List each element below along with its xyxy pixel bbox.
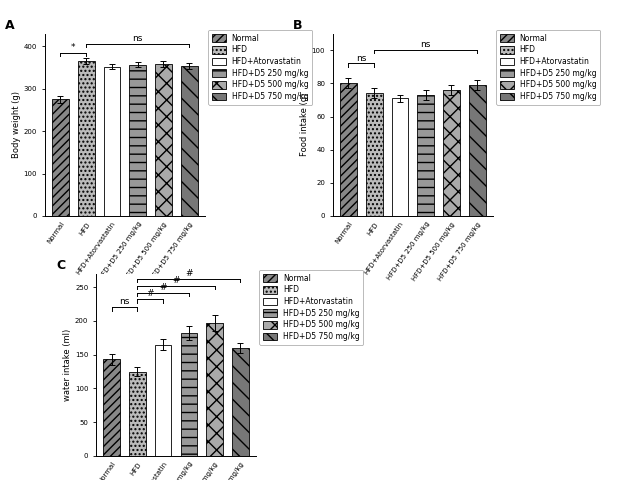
Bar bbox=[468, 85, 486, 216]
Text: #: # bbox=[147, 289, 154, 299]
Legend: Normal, HFD, HFD+Atorvastatin, HFD+D5 250 mg/kg, HFD+D5 500 mg/kg, HFD+D5 750 mg: Normal, HFD, HFD+Atorvastatin, HFD+D5 25… bbox=[259, 270, 364, 345]
Text: ns: ns bbox=[132, 34, 143, 43]
Bar bbox=[180, 333, 197, 456]
Bar bbox=[129, 65, 146, 216]
Bar bbox=[417, 95, 434, 216]
Bar bbox=[340, 84, 357, 216]
Bar bbox=[52, 99, 69, 216]
Text: A: A bbox=[5, 19, 15, 32]
Bar bbox=[180, 66, 198, 216]
Bar bbox=[366, 93, 383, 216]
Bar bbox=[78, 61, 95, 216]
Bar bbox=[129, 372, 146, 456]
Text: ns: ns bbox=[356, 54, 367, 62]
Legend: Normal, HFD, HFD+Atorvastatin, HFD+D5 250 mg/kg, HFD+D5 500 mg/kg, HFD+D5 750 mg: Normal, HFD, HFD+Atorvastatin, HFD+D5 25… bbox=[208, 30, 312, 105]
Text: B: B bbox=[293, 19, 302, 32]
Text: ns: ns bbox=[119, 298, 130, 306]
Bar bbox=[155, 345, 172, 456]
Text: #: # bbox=[172, 276, 180, 285]
Bar bbox=[443, 90, 460, 216]
Bar bbox=[155, 64, 172, 216]
Bar bbox=[392, 98, 408, 216]
Bar bbox=[104, 67, 120, 216]
Y-axis label: Food intake (g): Food intake (g) bbox=[300, 93, 309, 156]
Bar bbox=[232, 348, 249, 456]
Text: #: # bbox=[185, 269, 193, 278]
Bar bbox=[103, 360, 120, 456]
Text: C: C bbox=[56, 259, 65, 272]
Y-axis label: water intake (ml): water intake (ml) bbox=[63, 329, 72, 401]
Text: #: # bbox=[159, 283, 167, 292]
Text: *: * bbox=[71, 43, 76, 52]
Bar bbox=[206, 323, 223, 456]
Legend: Normal, HFD, HFD+Atorvastatin, HFD+D5 250 mg/kg, HFD+D5 500 mg/kg, HFD+D5 750 mg: Normal, HFD, HFD+Atorvastatin, HFD+D5 25… bbox=[496, 30, 600, 105]
Text: ns: ns bbox=[420, 40, 431, 49]
Y-axis label: Body weight (g): Body weight (g) bbox=[12, 91, 21, 158]
